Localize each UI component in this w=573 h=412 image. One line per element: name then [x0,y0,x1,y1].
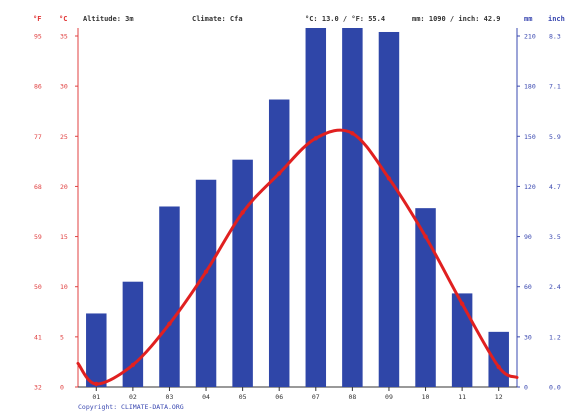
temperature-point-03 [167,321,172,327]
left-tick-c: 10 [60,283,68,291]
month-labels: 01 02 03 04 05 06 07 08 09 10 11 12 [92,387,503,401]
x-tick-label: 09 [385,393,393,401]
right-tick-inch: 3.5 [549,233,561,241]
right-tick-mm: 210 [524,33,536,41]
x-tick-label: 11 [458,393,466,401]
x-tick-label: 07 [312,393,320,401]
left-tick-c: 20 [60,183,68,191]
left-tick-f: 41 [34,333,42,341]
temperature-point-02 [130,362,136,368]
left-tick-c: 25 [60,133,68,141]
x-tick-label: 08 [348,393,356,401]
right-tick-inch: 1.2 [549,333,561,341]
precipitation-bar-09 [378,31,400,387]
unit-celsius: °C [59,15,67,23]
left-tick-f: 86 [34,83,42,91]
x-tick-label: 06 [275,393,283,401]
x-tick-label: 12 [495,393,503,401]
precipitation-bar-07 [305,28,327,387]
right-tick-inch: 7.1 [549,83,561,91]
temperature-point-05 [240,210,245,215]
left-tick-f: 68 [34,183,42,191]
unit-mm: mm [524,15,532,23]
right-tick-inch: 5.9 [549,133,561,141]
x-tick-label: 03 [166,393,174,401]
temperature-point-10 [423,234,428,239]
temperature-point-01 [94,381,99,387]
x-tick-label: 04 [202,393,210,401]
right-tick-inch: 0.0 [549,384,561,392]
left-tick-c: 5 [60,333,64,341]
precipitation-bars [86,28,509,387]
temperature-point-12 [496,364,501,370]
x-tick-label: 10 [422,393,430,401]
precipitation-bar-01 [86,313,107,387]
left-tick-f: 77 [34,133,42,141]
left-tick-f: 50 [34,283,42,291]
temperature-point-06 [277,171,282,176]
unit-inch: inch [548,15,565,23]
precipitation-bar-08 [342,28,363,387]
left-tick-f: 59 [34,233,42,241]
precipitation-bar-10 [415,208,436,387]
right-tick-mm: 120 [524,183,536,191]
precipitation-bar-12 [488,331,509,387]
right-tick-mm: 90 [524,233,532,241]
left-tick-c: 15 [60,233,68,241]
left-tick-c: 30 [60,83,68,91]
x-tick-label: 02 [129,393,137,401]
left-tick-group: 95 35 86 30 77 25 68 20 59 15 50 10 41 5 32 0 [34,33,78,392]
temperature-line [76,128,519,386]
left-tick-c: 35 [60,33,68,41]
right-tick-inch: 2.4 [549,283,561,291]
temperature-point-07 [313,136,318,141]
x-tick-label: 05 [239,393,247,401]
left-tick-f: 32 [34,384,42,392]
climate-label: Climate: Cfa [192,15,243,23]
temperature-summary: °C: 13.0 / °F: 55.4 [305,15,385,23]
right-tick-mm: 30 [524,333,532,341]
temperature-point-09 [386,176,392,181]
x-tick-label: 01 [92,393,100,401]
right-tick-mm: 60 [524,283,532,291]
precipitation-summary: mm: 1090 / inch: 42.9 [412,15,501,23]
temperature-point-08 [350,131,355,136]
unit-fahrenheit: °F [33,15,41,23]
precipitation-bar-06 [268,99,290,387]
left-tick-f: 95 [34,33,42,41]
precipitation-bar-11 [451,293,473,387]
right-tick-mm: 0 [524,384,528,392]
right-tick-inch: 8.3 [549,33,561,41]
altitude-label: Altitude: 3m [83,15,134,23]
precipitation-bar-03 [159,206,180,387]
right-tick-mm: 180 [524,83,536,91]
precipitation-bar-05 [232,159,253,387]
left-tick-c: 0 [60,384,64,392]
temperature-line-group [76,128,519,387]
temperature-point-04 [203,269,209,274]
right-tick-inch: 4.7 [549,183,561,191]
copyright: Copyright: CLIMATE-DATA.ORG [78,403,184,411]
temperature-point-11 [459,301,465,306]
precipitation-bar-04 [195,179,217,387]
right-tick-group: 210 8.3 180 7.1 150 5.9 120 4.7 90 3.5 60 2.4 30 1.2 0… [517,33,561,392]
right-tick-mm: 150 [524,133,536,141]
